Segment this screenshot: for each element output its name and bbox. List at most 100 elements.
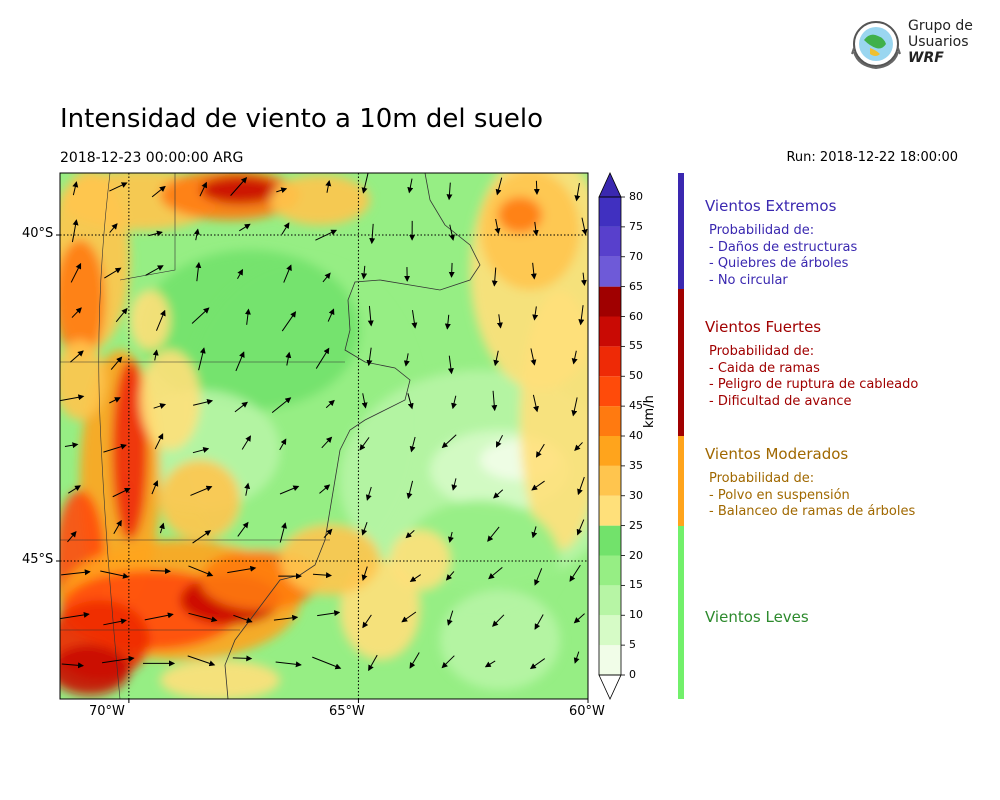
category-bar (678, 173, 684, 699)
wind-arrow (495, 434, 503, 448)
wind-arrow (411, 310, 418, 329)
colorbar-tick-label: 65 (629, 279, 643, 293)
legend-moderados-title: Vientos Moderados (705, 445, 849, 463)
colorbar-segment (599, 286, 621, 317)
globe-emblem-icon (851, 21, 901, 70)
wind-arrow (244, 308, 251, 325)
wind-arrow (150, 568, 171, 575)
colorbar-segment (599, 645, 621, 675)
wind-arrow (361, 522, 368, 536)
wind-arrow (112, 487, 131, 498)
logo-text-line2: Usuarios (908, 34, 969, 50)
wind-arrow (449, 224, 455, 241)
wind-arrow (532, 221, 539, 237)
wind-arrow (70, 350, 84, 363)
wind-arrow (195, 261, 202, 282)
wind-arrow (109, 182, 128, 192)
colorbar-tick-label: 10 (629, 608, 643, 622)
wind-arrow (446, 182, 453, 201)
wind-arrow (581, 217, 588, 236)
wind-arrow (571, 350, 578, 365)
legend-moderados-line: - Balanceo de ramas de árboles (709, 504, 916, 519)
logo-text-line1: Grupo de (908, 18, 973, 34)
wind-arrow (445, 571, 455, 581)
province-borders (60, 173, 345, 699)
wind-arrow (193, 398, 214, 406)
colorbar-segment (599, 436, 621, 466)
colorbar-tick-label: 5 (629, 638, 636, 652)
wind-arrow (493, 350, 500, 367)
wind-field-region (130, 290, 170, 350)
wind-arrow (493, 489, 504, 499)
wind-arrow (532, 394, 539, 413)
colorbar-tick-label: 80 (629, 190, 643, 203)
wind-arrow (103, 618, 127, 626)
wind-arrow (574, 442, 583, 452)
logo: Grupo de Usuarios WRF (848, 18, 978, 72)
wind-arrow (446, 610, 454, 626)
legend-extremos: Vientos Extremos Probabilidad de: - Daño… (705, 197, 857, 289)
colorbar-segment (599, 256, 621, 287)
wind-arrow (244, 482, 251, 496)
wind-arrow (580, 272, 587, 287)
wind-arrow (315, 347, 330, 369)
colorbar-over-extension (598, 172, 622, 198)
wind-arrow (367, 305, 374, 327)
wind-arrow (103, 443, 127, 453)
wind-arrow (321, 436, 333, 449)
legend-extremos-title: Vientos Extremos (705, 197, 837, 215)
run-time: Run: 2018-12-22 18:00:00 (786, 150, 958, 165)
wind-arrow (281, 222, 290, 235)
wind-arrow (237, 268, 244, 280)
wind-arrow (275, 661, 302, 668)
colorbar-segment (599, 226, 621, 257)
colorbar-unit-label: km/h (642, 395, 657, 428)
wind-field-region (140, 350, 200, 450)
wind-arrow (71, 219, 79, 243)
legend-extremos-line: - Daños de estructuras (709, 239, 858, 255)
wind-arrow (188, 612, 218, 623)
wind-field-region (200, 176, 280, 204)
legend-leves: Vientos Leves (705, 608, 809, 626)
legend-moderados: Vientos Moderados Probabilidad de: - Pol… (705, 445, 915, 521)
wind-arrow (317, 610, 341, 617)
colorbar-tick-label: 70 (629, 249, 643, 263)
map-panel (60, 173, 588, 699)
colorbar-tick-label: 50 (629, 369, 643, 383)
colorbar-tick-label: 15 (629, 578, 643, 592)
category-bar-segment (678, 173, 684, 289)
wind-arrow (144, 612, 174, 621)
wind-arrow (64, 442, 79, 449)
legend-extremos-line: - Quiebres de árboles (709, 256, 849, 271)
legend-fuertes-line: Probabilidad de: (709, 344, 815, 359)
wind-arrow (488, 566, 503, 580)
wind-arrow (361, 393, 368, 409)
wind-arrow (60, 611, 90, 620)
legend-extremos-line: Probabilidad de: (709, 223, 815, 238)
wind-arrow (61, 569, 91, 576)
wind-arrow (154, 433, 164, 450)
wind-arrow (285, 351, 292, 366)
wind-arrow (241, 435, 251, 450)
wind-arrow (491, 267, 498, 287)
wind-arrow (578, 305, 585, 326)
wind-field-region (498, 197, 542, 233)
map-tick-marks (56, 234, 589, 703)
wind-arrow (239, 223, 251, 232)
wind-arrow (403, 353, 410, 367)
colorbar-segment (599, 465, 621, 496)
colorbar-tick-label: 0 (629, 668, 636, 681)
wind-arrow (159, 522, 165, 534)
wind-arrow (271, 397, 292, 413)
wind-arrow (191, 307, 210, 324)
wind-arrow (67, 530, 77, 543)
colorbar-tick-label: 20 (629, 548, 643, 562)
colorbar-under-extension (598, 674, 622, 700)
lat-label-45s: 45°S (22, 552, 54, 567)
wind-arrow (104, 267, 122, 279)
wind-arrow (532, 306, 539, 321)
colorbar-tick-label: 75 (629, 219, 643, 233)
wind-arrow (571, 397, 578, 417)
wind-arrow (533, 180, 540, 195)
